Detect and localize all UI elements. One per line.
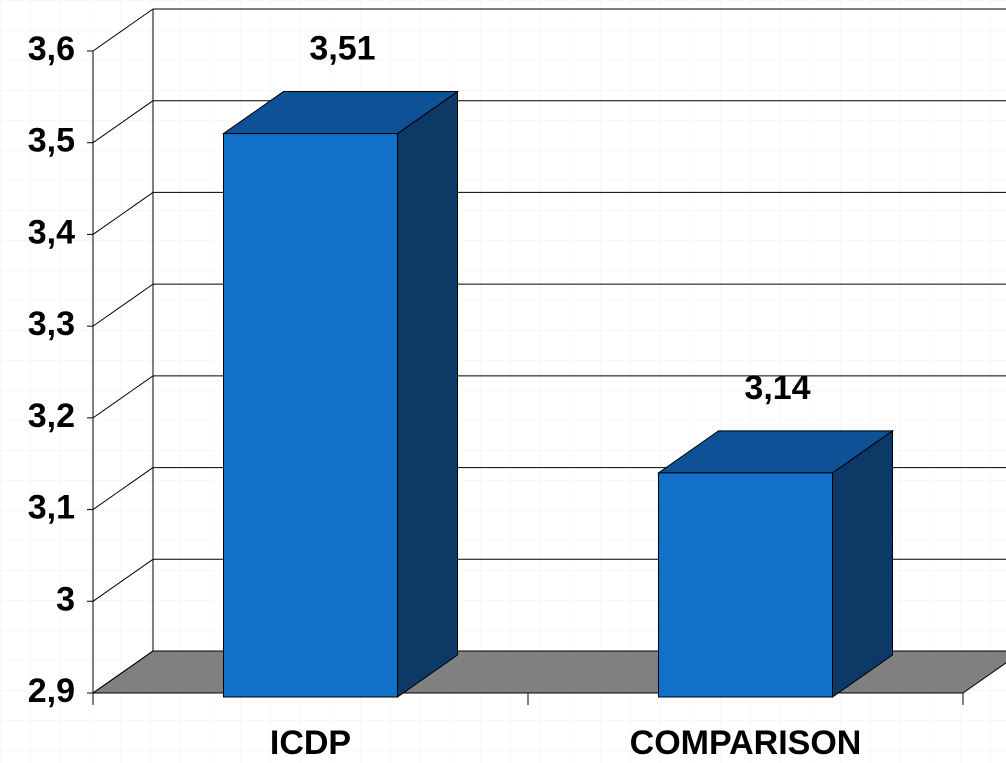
- y-tick-label: 3: [56, 580, 75, 618]
- grid-line: [92, 283, 154, 327]
- y-tick-label: 3,1: [28, 489, 75, 527]
- grid-line: [92, 192, 154, 235]
- bar-side: [832, 429, 893, 698]
- data-label: 3,51: [309, 30, 375, 68]
- y-tick-label: 2,9: [28, 672, 75, 710]
- x-tick-label: COMPARISON: [630, 724, 862, 762]
- bar: [658, 472, 833, 698]
- grid-line: [92, 375, 154, 419]
- grid-line: [92, 558, 154, 602]
- bar-side: [397, 90, 458, 698]
- plot: 2,9 3 3,1 3,2 3,3 3,4 3,5 3,6 ICDP 3,51 COMPARISON…: [28, 8, 1006, 762]
- grid-line: [92, 100, 154, 144]
- y-tick-label: 3,4: [28, 213, 75, 251]
- grid-line: [92, 650, 154, 694]
- y-tick-label: 3,2: [28, 397, 75, 435]
- grid-line: [92, 8, 154, 52]
- bar: [223, 133, 398, 698]
- data-label: 3,14: [744, 369, 810, 407]
- x-tick-label: ICDP: [270, 724, 351, 762]
- y-tick-label: 3,5: [28, 122, 75, 160]
- y-tick-label: 3,3: [28, 305, 75, 343]
- y-tick-label: 3,6: [28, 30, 75, 68]
- grid-line: [92, 467, 154, 510]
